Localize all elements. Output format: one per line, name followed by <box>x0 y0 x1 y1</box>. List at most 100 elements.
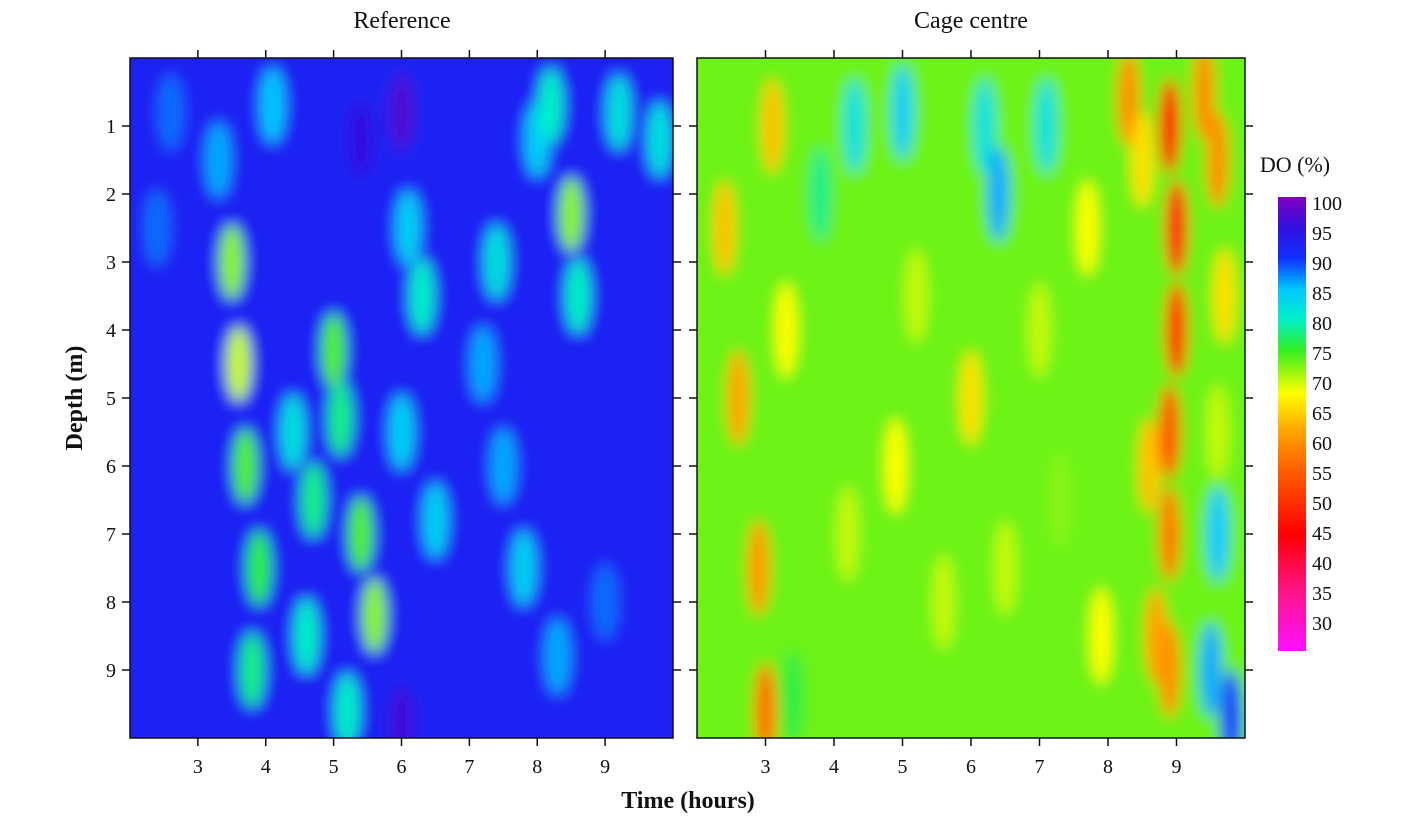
heatmap-cell <box>1206 486 1229 582</box>
heatmap-cell <box>781 649 804 738</box>
heatmap-cell <box>1213 248 1236 344</box>
heatmap-cell <box>158 75 183 150</box>
heatmap-cell <box>389 394 414 470</box>
colorbar-tick-label: 95 <box>1312 223 1332 245</box>
x-tick-label-cage-centre: 8 <box>1103 756 1113 778</box>
colorbar-tick-label: 65 <box>1312 403 1332 425</box>
colorbar-tick-label: 60 <box>1312 433 1332 455</box>
heatmap-cell <box>491 428 516 504</box>
heatmap-cell <box>328 381 353 456</box>
tick-marks-reference <box>122 50 681 746</box>
heatmap-cell <box>511 530 536 606</box>
x-tick-label-cage-centre: 3 <box>761 756 771 778</box>
heatmap-cell <box>747 520 770 616</box>
heatmap-cell <box>1090 588 1113 684</box>
y-tick-label: 7 <box>106 524 116 546</box>
heatmap-cell <box>994 520 1017 616</box>
heatmap-cell <box>1158 384 1181 480</box>
y-tick-label: 4 <box>106 320 116 342</box>
colorbar-tick-label: 45 <box>1312 523 1332 545</box>
heatmap-cell <box>932 554 955 650</box>
x-tick-label-cage-centre: 4 <box>829 756 839 778</box>
y-tick-label: 5 <box>106 388 116 410</box>
x-tick-label-cage-centre: 6 <box>966 756 976 778</box>
heatmap-cell <box>713 180 736 276</box>
colorbar-tick-label: 85 <box>1312 283 1332 305</box>
heatmap-cell <box>891 64 914 160</box>
y-tick-label: 6 <box>106 456 116 478</box>
colorbar-tick-label: 55 <box>1312 463 1332 485</box>
heatmap-cell <box>396 190 421 266</box>
heatmap-cell <box>321 313 346 388</box>
colorbar-tick-label: 30 <box>1312 613 1332 635</box>
heatmap-cell <box>362 578 387 653</box>
heatmap-cell <box>1206 112 1229 208</box>
heatmap-cell <box>423 483 448 558</box>
heatmap-cell <box>1076 180 1099 276</box>
heatmap-field-reference <box>130 58 673 738</box>
colorbar: DO (%) 100 95 90 85 80 75 70 65 60 55 50 45 40 35 30 <box>1260 152 1342 651</box>
heatmap-cell <box>884 418 907 514</box>
heatmap-cell <box>775 282 798 378</box>
heatmap-cell <box>219 224 245 300</box>
heatmap-cell <box>1117 58 1140 147</box>
heatmap-cell <box>1158 78 1181 174</box>
heatmap-cell <box>1035 78 1058 174</box>
panel-title-reference: Reference <box>353 8 450 34</box>
x-tick-label-reference: 3 <box>193 756 203 778</box>
colorbar-gradient <box>1278 197 1306 651</box>
colorbar-tick-label: 75 <box>1312 343 1332 365</box>
heatmap-cell <box>389 75 414 150</box>
heatmap-cell <box>226 326 251 402</box>
heatmap-cell <box>409 258 435 334</box>
y-tick-label: 1 <box>106 116 116 138</box>
heatmap-cell <box>538 68 564 143</box>
heatmap-cell <box>1165 282 1188 378</box>
x-tick-label-reference: 9 <box>600 756 610 778</box>
x-tick-label-cage-centre: 5 <box>898 756 908 778</box>
heatmap-cell <box>1028 282 1051 378</box>
colorbar-title: DO (%) <box>1260 152 1330 177</box>
heatmap-cell <box>973 78 996 174</box>
x-tick-label-reference: 5 <box>329 756 339 778</box>
x-tick-label-cage-centre: 7 <box>1035 756 1045 778</box>
colorbar-tick-label: 40 <box>1312 553 1332 575</box>
heatmap-cell <box>761 78 784 174</box>
y-tick-label: 2 <box>106 184 116 206</box>
heatmap-cell <box>260 68 285 143</box>
colorbar-tick-label: 100 <box>1312 193 1342 215</box>
heatmap-cell <box>809 146 832 242</box>
heatmap-cell <box>144 190 170 266</box>
heatmap-cell <box>727 350 750 446</box>
heatmap-cell <box>1138 418 1161 514</box>
x-tick-label-reference: 8 <box>532 756 542 778</box>
x-tick-label-cage-centre: 9 <box>1172 756 1182 778</box>
heatmap-cell <box>348 102 373 177</box>
x-tick-labels: 3 4 5 6 7 8 9 3 4 5 6 7 8 9 <box>193 756 1182 778</box>
heatmap-cell <box>484 224 509 300</box>
heatmap-cell <box>206 122 231 198</box>
heatmap-cell <box>1049 452 1072 548</box>
y-tick-labels: 1 2 3 4 5 6 7 8 9 <box>106 116 116 682</box>
panel-cage-centre: Cage centre <box>689 8 1253 746</box>
heatmap-cell <box>1220 670 1243 738</box>
y-tick-label: 3 <box>106 252 116 274</box>
heatmap-field-cage-centre <box>697 58 1245 738</box>
heatmap-cell <box>905 248 928 344</box>
x-tick-label-reference: 6 <box>397 756 407 778</box>
heatmap-cell <box>348 496 373 572</box>
heatmap-cell <box>470 326 496 402</box>
heatmap-cell <box>836 486 859 582</box>
x-tick-label-reference: 7 <box>464 756 474 778</box>
tick-marks-cage-centre <box>689 50 1253 746</box>
colorbar-tick-labels: 100 95 90 85 80 75 70 65 60 55 50 45 40 35 30 <box>1312 193 1342 635</box>
heatmap-cell <box>754 663 777 738</box>
heatmap-cell <box>565 258 591 334</box>
colorbar-tick-label: 90 <box>1312 253 1332 275</box>
heatmap-cell <box>987 146 1010 242</box>
heatmap-cell <box>1165 180 1188 276</box>
heatmap-cell <box>294 598 319 674</box>
heatmap-cell <box>239 632 265 708</box>
heatmap-cell <box>301 462 326 538</box>
